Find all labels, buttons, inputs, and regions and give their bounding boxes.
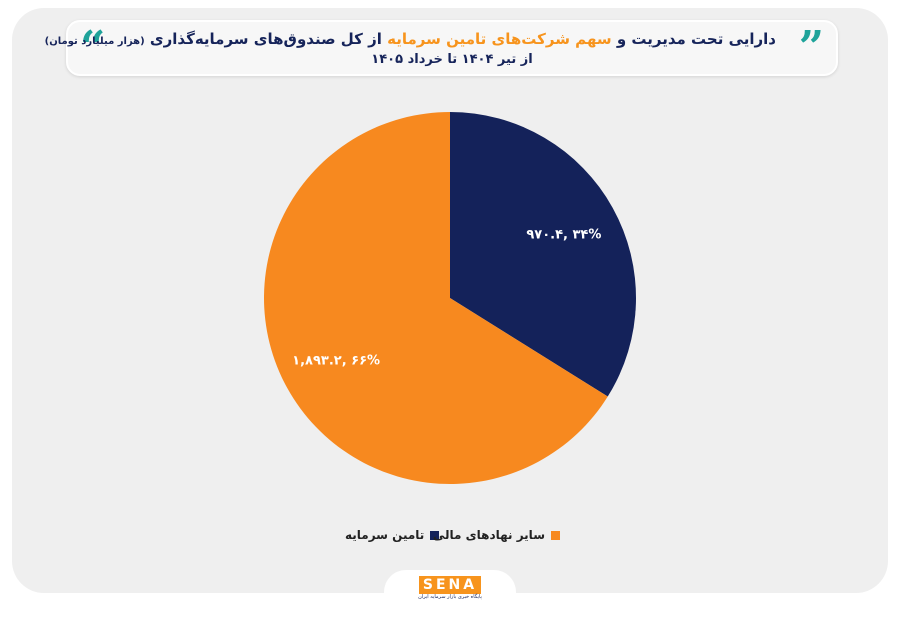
chart-subtitle: از تیر ۱۴۰۴ تا خرداد ۱۴۰۵ (371, 52, 533, 67)
pie-slice (263, 112, 608, 484)
legend-swatch (551, 531, 560, 540)
title-part: سهم شرکت‌های تامین سرمایه (387, 30, 612, 48)
legend-swatch (430, 531, 440, 540)
title-unit: (هزار میلیارد تومان) (44, 36, 145, 47)
quote-mark: “ (80, 22, 106, 73)
pie-slice (450, 112, 636, 397)
legend: تامین سرمایه سایر نهادهای مالی (0, 528, 900, 552)
legend-item: تامین سرمایه (345, 528, 440, 542)
data-label: ۱,۸۹۳.۲, ۶۶% (292, 354, 380, 369)
logo: SENA پایگاه خبری بازار سرمایه ایران (384, 570, 516, 614)
logo-word: SENA (418, 576, 482, 594)
legend-label: تامین سرمایه (345, 528, 425, 542)
chart-title: دارایی تحت مدیریت و سهم شرکت‌های تامین س… (45, 30, 776, 48)
logo-tagline: پایگاه خبری بازار سرمایه ایران (418, 594, 482, 600)
legend-item: سایر نهادهای مالی (433, 528, 560, 542)
title-part: دارایی تحت مدیریت و (616, 30, 776, 48)
title-part: از کل صندوق‌های سرمایه‌گذاری (149, 30, 382, 48)
quote-mark: ” (798, 22, 824, 73)
legend-label: سایر نهادهای مالی (432, 528, 545, 542)
data-label: ۹۷۰.۴, ۳۴% (526, 227, 601, 242)
header: “ ” دارایی تحت مدیریت و سهم شرکت‌های تام… (45, 20, 838, 76)
